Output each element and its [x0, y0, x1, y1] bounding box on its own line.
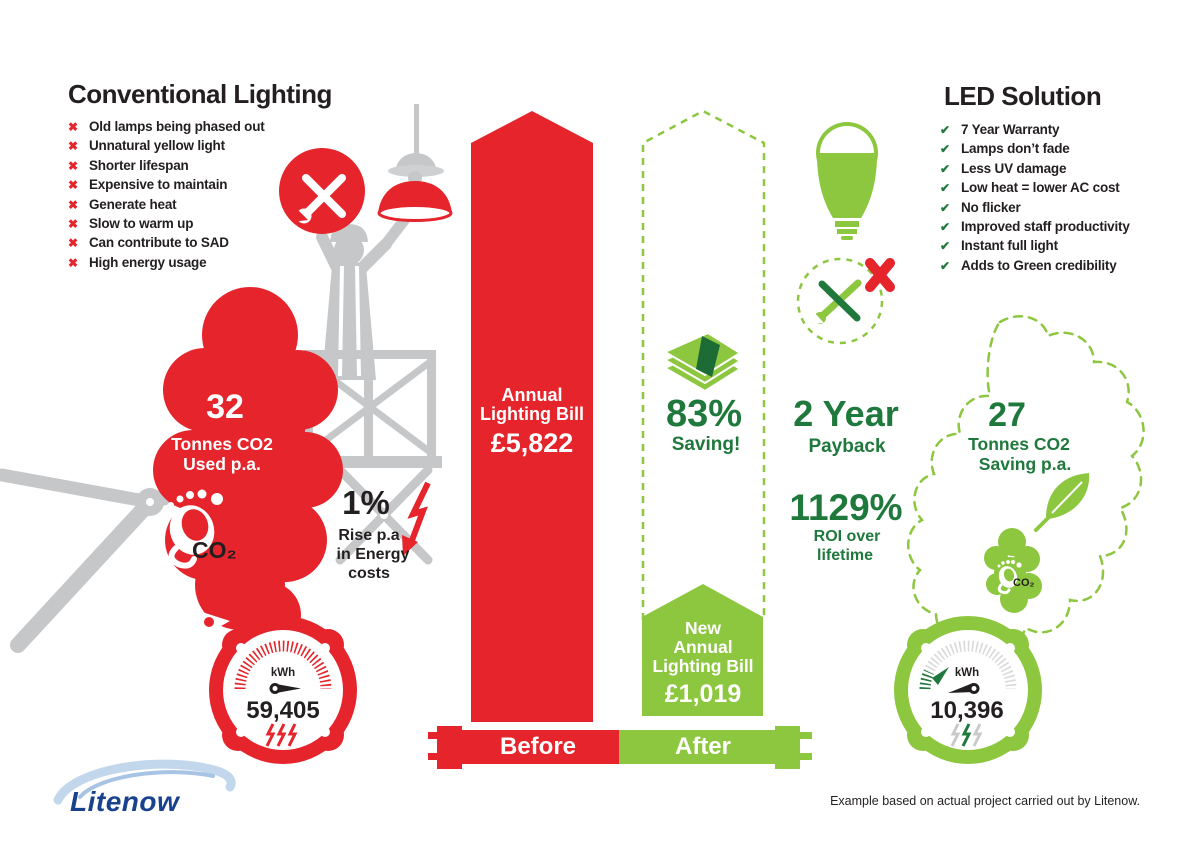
roi-line1: ROI over: [813, 528, 881, 545]
after-label: After: [674, 733, 732, 760]
list-item: ✖ Unnatural yellow light: [68, 138, 225, 154]
energy-rise-bolt-icon: [402, 481, 431, 556]
annual-bill-amount: £5,822: [490, 428, 574, 458]
check-bullet-icon: ✔: [940, 181, 950, 196]
list-item: ✔ Lamps don’t fade: [940, 141, 1070, 157]
co2-after-line1: Tonnes CO2: [968, 434, 1070, 454]
saving-percent: 83%: [665, 393, 743, 435]
check-bullet-icon: ✔: [940, 123, 950, 137]
co2-cloud-outline-green: [907, 315, 1145, 648]
saving-label: Saving!: [671, 434, 741, 455]
before-label: Before: [499, 733, 577, 760]
list-item: ✔ 7 Year Warranty: [940, 122, 1060, 137]
cross-bullet-icon: ✖: [68, 178, 78, 193]
conventional-list: ✖ Old lamps being phased out ✖ Unnatural y…: [68, 119, 265, 274]
check-bullet-icon: ✔: [940, 142, 950, 157]
list-item: ✔ No flicker: [940, 199, 1021, 215]
check-bullet-icon: ✔: [940, 239, 950, 254]
cloud-pointer: [199, 611, 230, 636]
maintenance-tools-icon: [279, 148, 365, 234]
list-item: ✖ Can contribute to SAD: [68, 235, 229, 251]
co2-cloud-green-small: [984, 528, 1042, 613]
logo-swoosh-icon: [53, 759, 236, 805]
leaf-icon: [1034, 473, 1090, 532]
meter-after-value: 10,396: [930, 697, 1004, 724]
co2-after-value: 27: [988, 396, 1026, 434]
co2-before-value: 32: [206, 388, 244, 426]
check-bullet-icon: ✔: [940, 219, 950, 234]
cross-bullet-icon: ✖: [68, 197, 78, 212]
new-bill-line2: Annual: [673, 637, 733, 657]
list-item: ✖ High energy usage: [68, 254, 207, 270]
electric-meter-green: [894, 616, 1042, 764]
co2-after-line2: Saving p.a.: [978, 454, 1072, 474]
list-item: ✔ Low heat = lower AC cost: [940, 180, 1120, 196]
cross-bullet-icon: ✖: [68, 216, 78, 231]
new-bill-amount: £1,019: [664, 680, 742, 708]
list-item: ✖ Generate heat: [68, 196, 177, 212]
cross-bullet-icon: ✖: [68, 158, 78, 173]
list-item: ✖ Slow to warm up: [68, 215, 194, 231]
list-item: ✔ Improved staff productivity: [940, 218, 1130, 234]
cross-bullet-icon: ✖: [68, 255, 78, 270]
list-item: ✖ Old lamps being phased out: [68, 119, 265, 134]
footnote: Example based on actual project carried …: [830, 794, 1140, 808]
energy-rise-percent: 1%: [342, 484, 390, 521]
energy-rise-line3: costs: [348, 565, 390, 582]
lightning-bolts-green: [950, 723, 983, 747]
annual-bill-arrow: [471, 111, 593, 722]
list-item: ✔ Adds to Green credibility: [940, 257, 1117, 273]
pendant-lamp-icon: [377, 104, 453, 222]
list-item: ✔ Less UV damage: [940, 160, 1067, 176]
dashed-arrow-outline: [641, 109, 766, 620]
co2-before-footprint-label: CO₂: [192, 537, 237, 563]
red-cross-icon: [865, 258, 895, 292]
co2-before-line2: Used p.a.: [183, 454, 261, 474]
meter-before-unit: kWh: [270, 667, 296, 679]
energy-rise-line2: in Energy: [336, 546, 410, 563]
meter-before-value: 59,405: [246, 697, 320, 724]
roi-value: 1129%: [789, 487, 903, 528]
no-maintenance-icon: [796, 257, 895, 345]
co2-after-footprint-label: CO₂: [1013, 577, 1035, 589]
cross-bullet-icon: ✖: [68, 236, 78, 251]
money-stack-icon: [662, 331, 742, 393]
co2-before-line1: Tonnes CO2: [171, 434, 273, 454]
led-bulb-icon: [816, 122, 878, 240]
payback-value: 2 Year: [793, 393, 899, 434]
footprint-small-icon: [997, 559, 1022, 595]
led-list: ✔ 7 Year Warranty ✔ Lamps don’t fade ✔ Less…: [940, 122, 1130, 277]
list-item: ✖ Expensive to maintain: [68, 177, 228, 193]
check-bullet-icon: ✔: [940, 258, 950, 273]
cross-bullet-icon: ✖: [68, 120, 78, 134]
annual-bill-line2: Lighting Bill: [480, 404, 584, 424]
footprint-icon: [168, 489, 223, 569]
energy-rise-line1: Rise p.a: [338, 527, 400, 544]
list-item: ✔ Instant full light: [940, 238, 1058, 254]
meter-after-unit: kWh: [954, 667, 980, 679]
payback-label: Payback: [808, 436, 886, 457]
list-item: ✖ Shorter lifespan: [68, 157, 189, 173]
annual-bill-line1: Annual: [501, 385, 563, 405]
led-title: LED Solution: [944, 81, 1102, 111]
conventional-title: Conventional Lighting: [68, 79, 332, 109]
roi-line2: lifetime: [816, 547, 874, 564]
fluorescent-tube: [428, 726, 812, 769]
new-bill-arrow: [642, 584, 763, 716]
check-bullet-icon: ✔: [940, 200, 950, 215]
cross-bullet-icon: ✖: [68, 139, 78, 154]
new-bill-line1: New: [685, 618, 721, 638]
new-bill-line3: Lighting Bill: [652, 656, 754, 676]
electric-meter-red: [209, 616, 357, 764]
lightning-bolts-red: [265, 723, 298, 747]
check-bullet-icon: ✔: [940, 161, 950, 176]
logo-text: Litenow: [70, 786, 180, 817]
